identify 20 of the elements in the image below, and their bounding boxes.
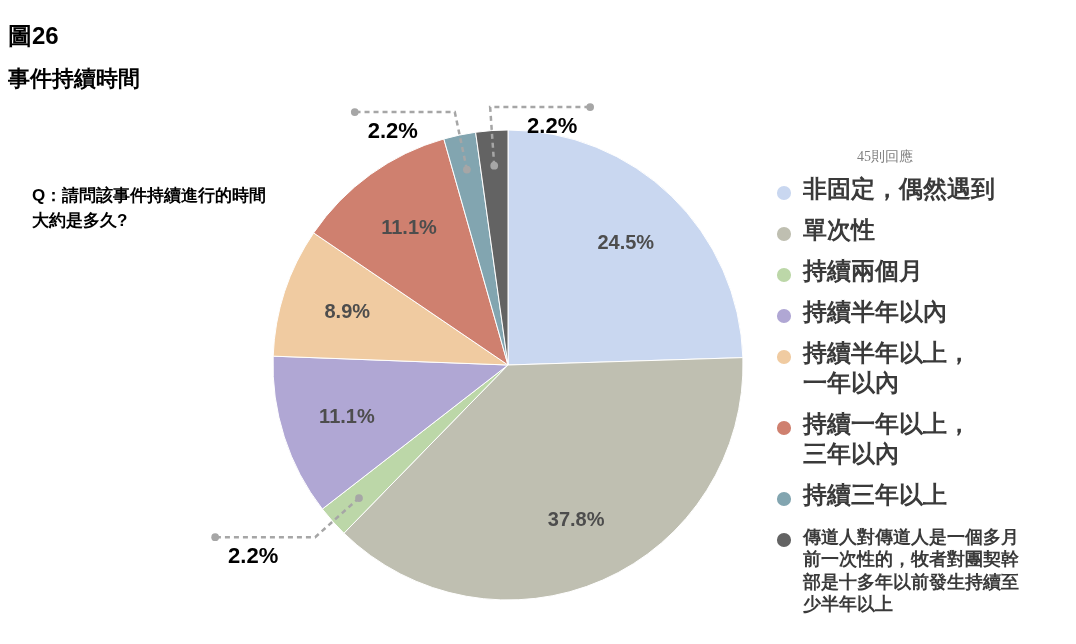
data-label: 11.1%	[381, 215, 437, 238]
legend-label: 持續半年以內	[802, 298, 947, 326]
legend-label: 傳道人對傳道人是一個多月前一次性的，牧者對團契幹部是十多年以前發生持續至少半年以上	[802, 526, 1020, 615]
legend-label: 持續半年以上，一年以內	[802, 339, 971, 397]
data-label: 11.1%	[319, 404, 375, 427]
legend-label: 持續三年以上	[802, 481, 947, 509]
chart-subtitle: 事件持續時間	[7, 66, 140, 91]
data-label: 37.8%	[547, 507, 605, 530]
legend-label: 非固定，偶然遇到	[802, 175, 995, 203]
legend-title: 45則回應	[857, 149, 913, 164]
legend-label: 單次性	[802, 216, 875, 244]
data-label: 2.2%	[527, 113, 578, 139]
data-label: 8.9%	[324, 300, 371, 323]
data-label: 2.2%	[228, 543, 279, 569]
legend-label: 持續兩個月	[802, 257, 923, 285]
data-label: 24.5%	[597, 231, 655, 254]
text: Q：請問該事件持續進行的時間大約是多久?	[32, 186, 267, 230]
text: 圖26	[8, 22, 59, 49]
data-label: 2.2%	[367, 118, 418, 144]
legend-label: 持續一年以上，三年以內	[802, 410, 971, 468]
